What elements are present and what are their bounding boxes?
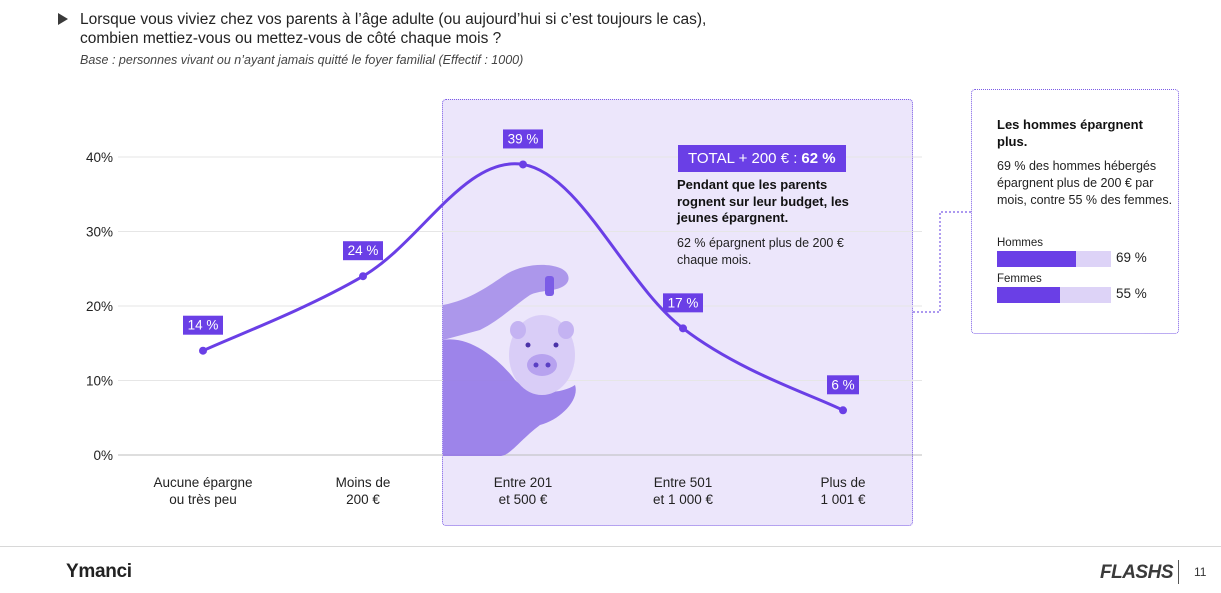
side-panel: Les hommes épargnent plus. 69 % des homm…: [971, 89, 1179, 334]
connector-line: [913, 211, 971, 313]
value-label: 39 %: [508, 131, 539, 146]
bar-value-hommes: 69 %: [1116, 250, 1147, 265]
y-tick-label: 40%: [86, 150, 113, 165]
side-panel-body: 69 % des hommes hébergés épargnent plus …: [997, 159, 1173, 207]
bar-value-femmes: 55 %: [1116, 286, 1147, 301]
data-point: [839, 406, 847, 415]
y-tick-label: 10%: [86, 374, 113, 389]
bar-track-hommes: [997, 251, 1111, 267]
y-tick-label: 0%: [93, 448, 113, 463]
value-label: 14 %: [188, 318, 219, 333]
chart-title: Lorsque vous viviez chez vos parents à l…: [80, 11, 707, 47]
value-label: 6 %: [831, 377, 854, 392]
piggy-bank-illustration: [443, 264, 576, 456]
chart-subtitle: Base : personnes vivant ou n’ayant jamai…: [80, 53, 524, 67]
play-arrow-icon: [58, 13, 68, 25]
value-label-bg: [503, 129, 543, 149]
callout-headline: Pendant que les parents rognent sur leur…: [677, 177, 849, 225]
footer-divider: [0, 546, 1221, 547]
bar-fill-femmes: [997, 287, 1060, 303]
x-tick-label: Entre 501 et 1 000 €: [653, 475, 714, 507]
x-tick-label: Aucune épargne ou très peu: [153, 475, 252, 507]
flashs-logo: FLASHS: [1100, 562, 1174, 583]
total-badge-value: 62 %: [801, 150, 836, 167]
bar-label-femmes: Femmes: [997, 273, 1042, 285]
total-badge-prefix: TOTAL + 200 € :: [688, 150, 798, 167]
data-point: [359, 272, 367, 281]
x-tick-label: Plus de 1 001 €: [820, 475, 866, 507]
y-tick-label: 30%: [86, 225, 113, 240]
bar-label-hommes: Hommes: [997, 237, 1044, 249]
footer-separator: [1178, 560, 1179, 584]
value-label-bg: [663, 293, 703, 313]
y-tick-label: 20%: [86, 299, 113, 314]
value-label-bg: [343, 241, 383, 261]
bar-fill-hommes: [997, 251, 1076, 267]
data-point: [679, 324, 687, 333]
x-tick-label: Entre 201 et 500 €: [494, 475, 553, 507]
callout-body: 62 % épargnent plus de 200 € chaque mois…: [677, 236, 844, 267]
x-tick-label: Moins de 200 €: [336, 475, 391, 507]
page-number: 11: [1194, 565, 1207, 579]
ymanci-logo: Ymanci: [66, 561, 132, 582]
data-point: [519, 160, 527, 169]
total-badge: TOTAL + 200 € :62 %: [678, 145, 846, 172]
data-point: [199, 346, 207, 355]
value-label-bg: [183, 315, 223, 335]
bar-track-femmes: [997, 287, 1111, 303]
value-label: 24 %: [348, 243, 379, 258]
value-label-bg: [827, 375, 859, 395]
side-panel-headline: Les hommes épargnent plus.: [997, 117, 1143, 149]
value-label: 17 %: [668, 295, 699, 310]
